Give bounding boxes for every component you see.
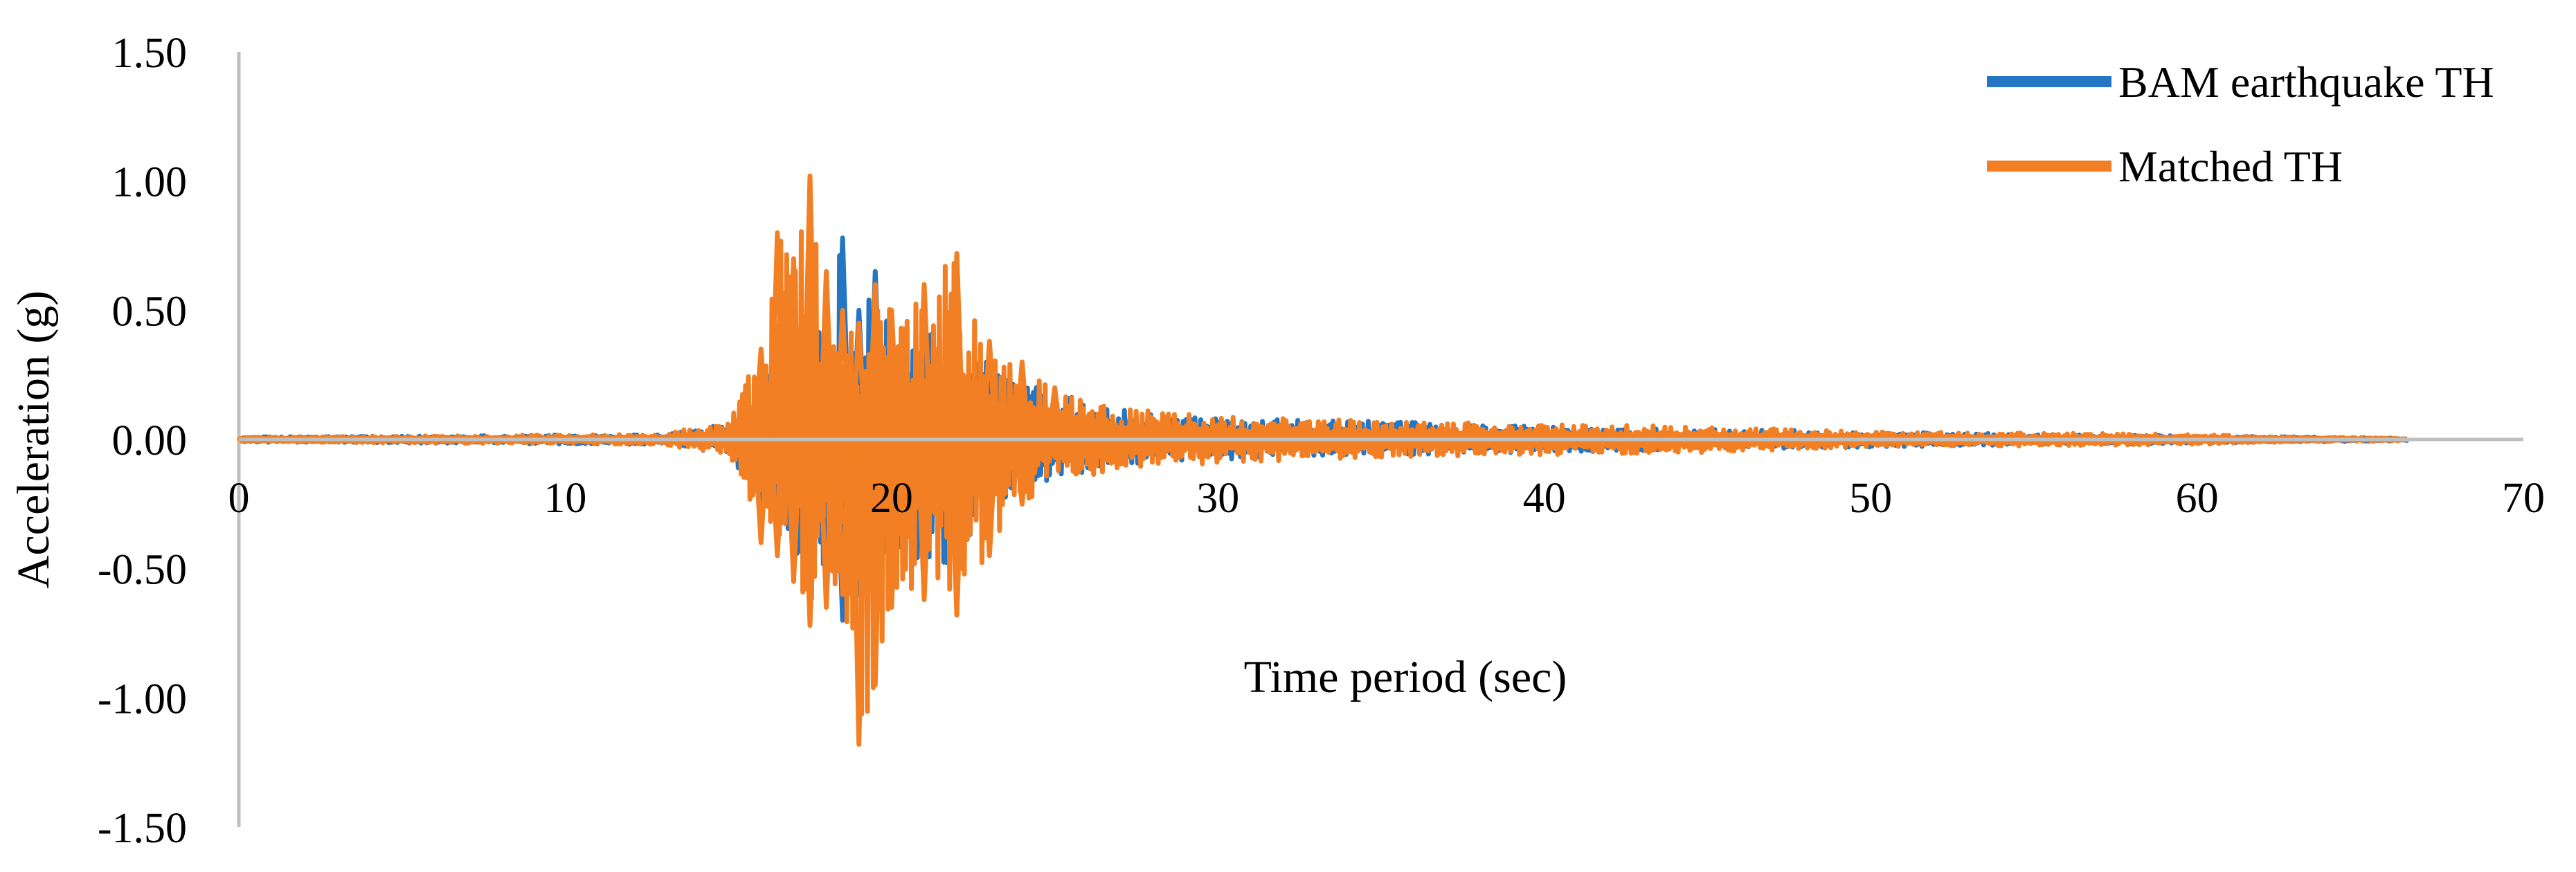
legend-label-matched: Matched TH [2118, 142, 2343, 191]
series-peak-matched [784, 439, 802, 584]
y-tick-label: 1.00 [112, 159, 188, 206]
x-tick-label: 60 [2176, 475, 2219, 522]
series-peak-matched [915, 439, 933, 602]
y-tick-label: 0.50 [112, 288, 188, 335]
series-peak-matched [948, 439, 966, 618]
x-tick-label: 50 [1849, 475, 1892, 522]
x-axis-title: Time period (sec) [1244, 652, 1567, 702]
series-peak-matched [866, 439, 884, 688]
x-tick-label: 40 [1523, 475, 1566, 522]
series-peak-matched [768, 230, 786, 440]
series-peak-matched [850, 320, 868, 440]
series-line-matched [236, 220, 2410, 717]
y-tick-label: 0.00 [112, 417, 188, 464]
series-peak-matched [752, 346, 770, 440]
y-tick-label: 1.50 [112, 30, 188, 77]
series-peak-matched [752, 439, 770, 545]
series-peak-matched [818, 439, 836, 610]
series-peak-matched [818, 269, 836, 440]
series-peak-matched [980, 439, 998, 558]
series-peak-matched [768, 439, 786, 558]
series-peak-matched [1013, 439, 1031, 507]
series-peak-matched [883, 439, 901, 610]
x-tick-label: 20 [870, 475, 913, 522]
x-tick-label: 70 [2502, 475, 2545, 522]
series-peak-matched [866, 282, 884, 440]
series-peak-matched [980, 338, 998, 440]
x-tick-label: 30 [1196, 475, 1239, 522]
y-tick-label: -1.50 [98, 805, 187, 852]
x-tick-label: 10 [543, 475, 586, 522]
series-peak-matched [834, 307, 852, 440]
series-peak-matched [1046, 385, 1064, 440]
series-peak-matched [784, 256, 802, 440]
y-axis-title: Acceleration (g) [8, 291, 59, 589]
series-peak-matched [1013, 359, 1031, 440]
y-tick-label: -1.00 [98, 675, 187, 723]
tick-labels: 1.50 1.00 0.50 0.00 -0.50 -1.00 -1.50 0 10 20 30 40… [98, 30, 2545, 852]
series-peak-matched [883, 307, 901, 440]
y-tick-label: -0.50 [98, 547, 187, 594]
series-peak-matched [850, 439, 868, 747]
x-tick-label: 0 [228, 475, 250, 522]
series-peak-matched [834, 439, 852, 597]
legend: BAM earthquake TH Matched TH [1987, 57, 2494, 191]
series-peak-matched [948, 251, 966, 440]
series-peak-matched [915, 282, 933, 440]
legend-label-bam: BAM earthquake TH [2118, 57, 2494, 107]
series-peak-matched [801, 439, 819, 628]
series-peak-matched [801, 173, 819, 440]
